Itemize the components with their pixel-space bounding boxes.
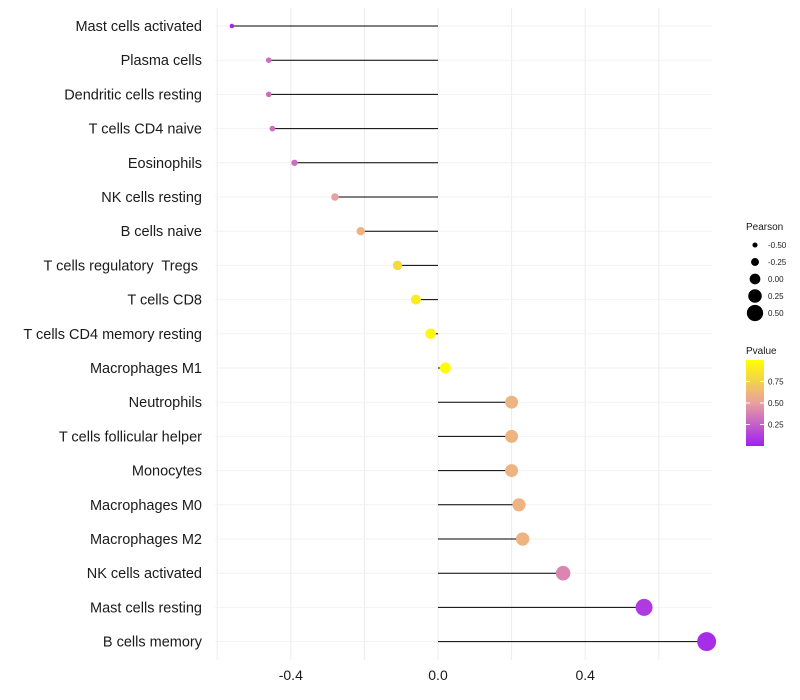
data-point [697, 632, 717, 652]
lollipop-stems [231, 25, 707, 643]
category-label: T cells CD4 naive [89, 122, 202, 138]
size-legend-key [751, 258, 759, 266]
category-label: T cells CD4 memory resting [23, 327, 202, 343]
data-point [410, 294, 421, 305]
data-point [392, 260, 403, 271]
category-label: T cells regulatory Tregs [44, 258, 203, 274]
data-point [505, 464, 519, 478]
size-legend-label: -0.25 [768, 258, 787, 267]
data-point [505, 429, 519, 443]
data-point [269, 125, 276, 132]
color-legend-title: Pvalue [746, 346, 777, 357]
size-legend-key [752, 242, 758, 248]
category-label: Dendritic cells resting [64, 87, 202, 103]
data-point [439, 362, 451, 374]
data-point [265, 91, 272, 98]
size-legend-key [748, 289, 762, 303]
category-label: Macrophages M2 [90, 532, 202, 548]
size-legend-label: 0.50 [768, 309, 784, 318]
data-point [331, 193, 339, 201]
category-label: Macrophages M0 [90, 498, 202, 514]
data-point [555, 565, 571, 581]
category-label: NK cells resting [101, 190, 202, 206]
grid-lines [215, 8, 712, 660]
size-legend-key [749, 273, 761, 285]
color-legend-bar [746, 360, 764, 446]
data-point [229, 23, 235, 29]
category-label: Eosinophils [128, 156, 202, 172]
data-point [356, 227, 365, 236]
category-label: T cells follicular helper [59, 429, 202, 445]
category-label: Macrophages M1 [90, 361, 202, 377]
category-label: Monocytes [132, 464, 202, 480]
category-label: Mast cells resting [90, 600, 202, 616]
data-point [512, 498, 526, 512]
category-label: Neutrophils [129, 395, 202, 411]
data-point [291, 159, 298, 166]
y-axis-labels: Mast cells activated Plasma cells Dendriti… [23, 19, 202, 651]
size-legend-label: 0.00 [768, 275, 784, 284]
size-legend-key [746, 304, 764, 322]
size-legend-title: Pearson [746, 222, 783, 233]
category-label: T cells CD8 [127, 293, 202, 309]
color-legend-label: 0.25 [768, 421, 784, 430]
x-tick-label: -0.4 [279, 667, 303, 683]
data-point [515, 532, 530, 546]
data-point [425, 328, 436, 340]
category-label: Plasma cells [121, 53, 202, 69]
lollipop-points [229, 23, 717, 652]
color-legend-label: 0.50 [768, 399, 784, 408]
category-label: B cells naive [121, 224, 202, 240]
x-tick-label: 0.0 [428, 667, 448, 683]
x-tick-label: 0.4 [575, 667, 595, 683]
data-point [635, 598, 653, 616]
legends: Pearson -0.50 -0.25 0.00 0.25 0.50 Pvalue 0.25 0… [746, 222, 787, 446]
size-legend-label: -0.50 [768, 241, 787, 250]
data-point [265, 57, 272, 63]
category-label: NK cells activated [87, 566, 202, 582]
category-label: B cells memory [103, 635, 203, 651]
category-label: Mast cells activated [75, 19, 202, 35]
x-axis-tick-labels: -0.4 0.0 0.4 [279, 667, 595, 683]
data-point [505, 395, 519, 409]
color-legend-label: 0.75 [768, 378, 784, 387]
size-legend-label: 0.25 [768, 292, 784, 301]
